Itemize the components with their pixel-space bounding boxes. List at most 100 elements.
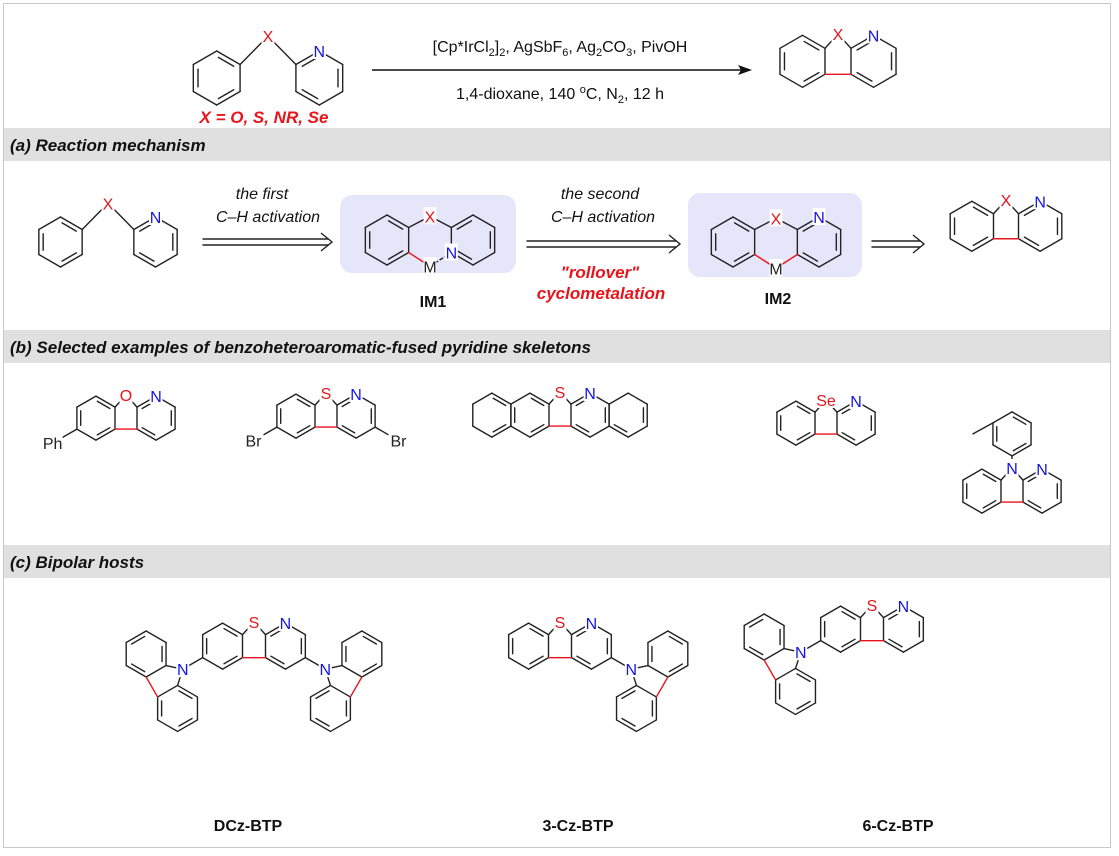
subscript: 2 [499,47,505,59]
heteroatom-N: N [177,662,189,679]
hetero-ring-edge [176,719,199,733]
double-bond [296,424,311,434]
heteroatom-S-mask [865,596,879,613]
benzo-ring-edge [981,501,1002,514]
pyridine-ring-edge [818,253,842,268]
double-bond [296,398,311,408]
tolyl-ring-edge [992,444,1013,457]
benzo-ring-edge [510,392,531,405]
nitrogen-atom: N [280,616,292,633]
bromine-substituent: Br [246,434,263,451]
nitrogen-atom-mask [1035,460,1049,478]
benzo-ring-edge [949,200,973,215]
double-bond [576,655,591,665]
hetero-ring-edge [336,426,357,439]
phenyl-ring-edge [59,216,83,231]
benzo-ring-edge [949,238,973,252]
compound-label-3-cz-btp: 3-Cz-BTP [542,818,613,835]
benzo-ring-edge [507,656,530,670]
benzo-ring-edge [981,468,1002,481]
benzo-ring-edge [76,395,97,408]
superscript: o [580,84,586,96]
phenyl-ring-edge [38,216,62,231]
benzo-ring-edge [795,433,816,446]
phenyl-ring-edge [192,90,218,106]
double-bond [341,424,356,434]
subscript: 2 [489,47,495,59]
double-arrow-head [668,234,682,254]
x-atom-mask [769,209,783,227]
pyridine-ring-edge [472,214,496,229]
hetero-ring-edge [794,667,817,681]
double-bond [387,250,404,260]
x-atom: X [103,196,114,213]
heteroatom-N-mask [794,643,808,661]
hetero-ring-edge [156,684,179,698]
x-definition: X = O, S, NR, Se [199,108,329,127]
subscript: 3 [626,47,632,59]
benzo-ring-edge [527,622,550,636]
tolyl-ring-edge [1011,444,1032,457]
hetero-ring-edge [284,656,307,670]
benzo-ring-edge [819,639,842,653]
double-bond [530,423,545,433]
benzo-ring-edge [819,605,842,619]
hetero-ring-edge [1039,238,1063,252]
hetero-ring-edge [264,656,287,670]
heteroatom-S: S [321,386,332,403]
fused-benzo-ring-edge [472,425,493,438]
nitrogen-atom-mask [896,597,910,615]
heteroatom-N-mask [624,660,638,678]
heteroatom-N: N [1006,461,1018,478]
benzo-ring-edge [309,719,332,733]
benzo-ring-edge [635,719,658,733]
hetero-ring-edge [774,702,797,716]
double-bond [972,236,989,247]
benzo-ring-edge [795,400,816,413]
benzo-ring-edge [743,647,765,661]
hetero-ring-edge [882,639,905,653]
double-bond [575,423,590,433]
x-atom: X [263,29,274,46]
double-bond [841,610,856,620]
conditions-text: CO [602,39,626,56]
pyridine-ring-edge [796,253,820,268]
compound-label-dcz-btp: DCz-BTP [214,818,283,835]
x-atom-mask [101,194,115,212]
step2-label-line2: C–H activation [551,209,655,226]
fused-benzo-ring-edge [627,425,648,438]
heteroatom-N: N [625,662,637,679]
nitrogen-atom-mask [444,243,458,261]
double-bond [61,222,77,232]
metal-atom: M [769,261,782,278]
phenyl-ring-edge [215,90,241,106]
benzo-ring-edge [962,468,983,481]
benzo-ring-edge [125,664,147,678]
benzo-ring-edge [329,719,352,733]
double-bond [796,405,811,415]
section-title-a: (a) Reaction mechanism [10,136,206,155]
double-bond [733,252,750,262]
double-bond [387,220,404,230]
double-bond [130,635,146,645]
double-bond [668,663,684,673]
double-bond [1012,416,1027,426]
double-bond [270,655,285,665]
pyridine-ring-edge [154,253,178,268]
phenyl-substituent-mask [42,434,63,452]
hetero-ring-edge [361,664,383,678]
cyclometalation-label: cyclometalation [537,284,666,303]
metal-atom-mask [423,257,437,275]
double-bond [841,638,856,648]
conditions-text: C, N [586,86,618,103]
heteroatom-N: N [795,645,807,662]
nitrogen-atom-mask [278,614,292,632]
nitrogen-atom-mask [849,392,863,410]
nitrogen-atom: N [868,28,880,45]
aryl-ring-edge [732,216,756,231]
double-bond [492,423,507,433]
double-bond [621,717,636,727]
hetero-ring-edge [355,426,376,439]
benzo-ring-edge [329,684,352,698]
